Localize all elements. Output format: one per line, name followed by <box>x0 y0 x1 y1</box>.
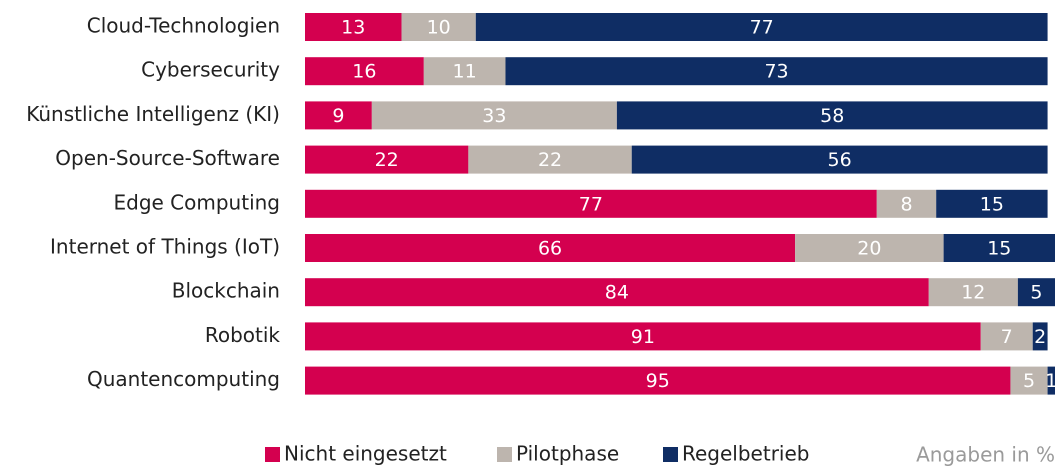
bar-segment <box>305 101 372 130</box>
data-label: 22 <box>375 149 399 171</box>
data-label: 7 <box>1001 326 1013 348</box>
data-label: 33 <box>482 105 506 127</box>
bar-segment <box>475 13 1048 41</box>
category-label: Blockchain <box>172 279 280 303</box>
data-label: 77 <box>750 17 774 39</box>
data-label: 12 <box>961 282 985 304</box>
data-label: 58 <box>820 105 844 127</box>
bar-segment <box>631 145 1048 174</box>
bar-segment <box>505 57 1048 86</box>
bar-segment <box>305 189 877 218</box>
data-label: 16 <box>352 61 376 83</box>
bar-segment <box>616 101 1048 130</box>
data-label: 20 <box>857 238 881 260</box>
bar-segment <box>943 234 1055 262</box>
category-label: Quantencomputing <box>87 367 280 391</box>
legend-label: Regelbetrieb <box>682 442 809 466</box>
category-label: Internet of Things (IoT) <box>50 235 280 259</box>
data-label: 13 <box>341 17 365 39</box>
category-label: Cloud-Technologien <box>87 14 280 38</box>
bar-segment <box>305 278 929 307</box>
bar-segment <box>936 189 1048 218</box>
bar-segment <box>305 366 1011 395</box>
data-label: 77 <box>579 193 603 215</box>
data-label: 8 <box>900 193 912 215</box>
data-label: 2 <box>1034 326 1046 348</box>
data-label: 56 <box>828 149 852 171</box>
bar-segment <box>1010 366 1048 395</box>
data-label: 91 <box>631 326 655 348</box>
category-label: Open-Source-Software <box>55 146 280 170</box>
bar-segment <box>305 57 424 86</box>
data-label: 66 <box>538 238 562 260</box>
note: Angaben in % <box>916 443 1055 467</box>
data-label: 84 <box>605 282 629 304</box>
bar-segment <box>1032 322 1048 351</box>
bar-segment <box>305 322 981 351</box>
data-label: 95 <box>646 370 670 392</box>
data-label: 15 <box>987 238 1011 260</box>
category-label: Edge Computing <box>113 190 280 214</box>
legend-swatch <box>497 447 512 462</box>
bar-segment <box>401 13 476 41</box>
bar-segment <box>305 234 796 262</box>
data-label: 1 <box>1045 370 1057 392</box>
legend-label: Nicht eingesetzt <box>284 442 447 466</box>
bar-segment <box>1017 278 1055 307</box>
bar-segment <box>423 57 506 86</box>
legend-swatch <box>663 447 678 462</box>
data-label: 15 <box>980 193 1004 215</box>
bar-segment <box>468 145 632 174</box>
bar-segment <box>371 101 617 130</box>
category-label: Cybersecurity <box>141 58 280 82</box>
category-label: Künstliche Intelligenz (KI) <box>26 102 280 126</box>
bar-segment <box>980 322 1033 351</box>
data-label: 5 <box>1023 370 1035 392</box>
data-label: 10 <box>427 17 451 39</box>
data-label: 11 <box>453 61 477 83</box>
data-label: 22 <box>538 149 562 171</box>
bar-segment <box>795 234 944 262</box>
data-label: 5 <box>1030 282 1042 304</box>
legend-swatch <box>265 447 280 462</box>
category-label: Robotik <box>205 323 281 347</box>
bar-segment <box>305 145 469 174</box>
bar-segment <box>305 13 402 41</box>
data-label: 73 <box>764 61 788 83</box>
data-label: 9 <box>332 105 344 127</box>
bar-segment <box>928 278 1018 307</box>
bar-segment <box>1047 366 1055 395</box>
bar-segment <box>876 189 937 218</box>
legend-label: Pilotphase <box>516 442 619 466</box>
